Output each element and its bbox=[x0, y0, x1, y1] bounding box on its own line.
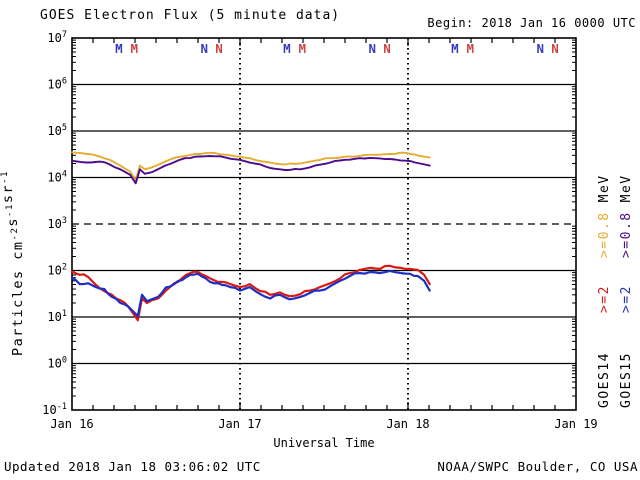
source-credit: NOAA/SWPC Boulder, CO USA bbox=[437, 459, 638, 474]
y-tick-label: 10-1 bbox=[42, 402, 67, 417]
marker-letter-N: N bbox=[551, 41, 559, 56]
flux-trace-goes15-2-mev bbox=[70, 269, 431, 318]
y-tick-label: 104 bbox=[47, 170, 67, 185]
legend-low-energy-label: >=0.8MeV bbox=[597, 174, 612, 258]
marker-letter-M: M bbox=[467, 41, 475, 56]
x-tick-label: Jan 17 bbox=[218, 417, 261, 431]
updated-timestamp: Updated 2018 Jan 18 03:06:02 UTC bbox=[4, 459, 261, 474]
legend-satellite-label: GOES15 bbox=[619, 352, 634, 408]
legend-satellite-label: GOES14 bbox=[597, 352, 612, 408]
x-tick-label: Jan 18 bbox=[386, 417, 429, 431]
legend-high-energy-label: >=2 bbox=[619, 285, 634, 313]
marker-letter-N: N bbox=[201, 41, 209, 56]
marker-letter-N: N bbox=[369, 41, 377, 56]
y-tick-label: 103 bbox=[47, 216, 67, 231]
marker-letter-M: M bbox=[299, 41, 307, 56]
y-tick-label: 100 bbox=[47, 356, 67, 371]
plot-frame bbox=[71, 37, 577, 411]
chart-title: GOES Electron Flux (5 minute data) bbox=[40, 8, 341, 23]
begin-timestamp: Begin: 2018 Jan 16 0000 UTC bbox=[427, 16, 636, 30]
legend-low-energy-label: >=0.8MeV bbox=[619, 174, 634, 258]
marker-letter-M: M bbox=[115, 41, 123, 56]
x-axis-title: Universal Time bbox=[273, 436, 374, 450]
y-tick-label: 101 bbox=[47, 309, 67, 324]
y-tick-label: 107 bbox=[47, 30, 67, 45]
x-tick-label: Jan 19 bbox=[554, 417, 597, 431]
marker-letter-M: M bbox=[283, 41, 291, 56]
legend-high-energy-label: >=2 bbox=[597, 285, 612, 313]
flux-trace-goes14-0-8-mev bbox=[71, 151, 431, 182]
marker-letter-M: M bbox=[131, 41, 139, 56]
marker-letter-M: M bbox=[451, 41, 459, 56]
marker-letter-N: N bbox=[537, 41, 545, 56]
y-tick-label: 102 bbox=[47, 263, 67, 278]
flux-trace-goes14-2-mev bbox=[70, 264, 431, 322]
marker-letter-N: N bbox=[215, 41, 223, 56]
y-axis-title: Particles cm-2s-1sr-1 bbox=[0, 170, 26, 356]
x-tick-label: Jan 16 bbox=[50, 417, 93, 431]
y-tick-label: 106 bbox=[47, 77, 67, 92]
y-tick-label: 105 bbox=[47, 123, 67, 138]
flux-trace-goes15-0-8-mev bbox=[71, 155, 431, 185]
marker-letter-N: N bbox=[383, 41, 391, 56]
